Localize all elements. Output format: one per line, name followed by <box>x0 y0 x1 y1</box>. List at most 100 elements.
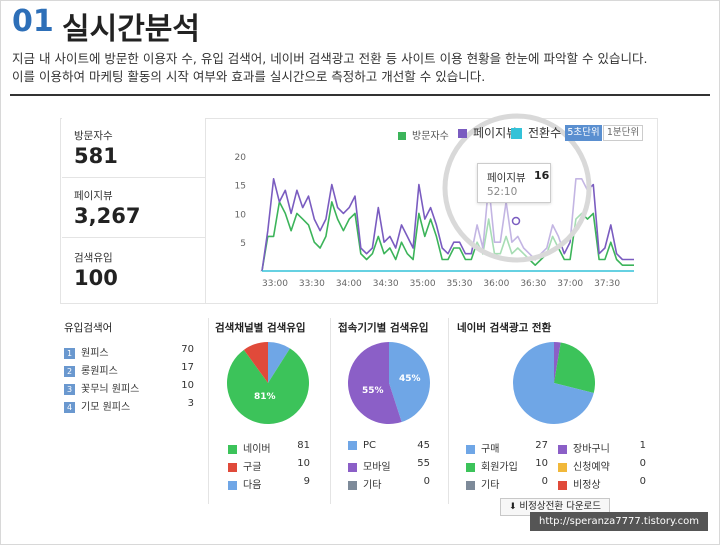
conversion-row: 비정상 <box>558 476 601 491</box>
channel-label: 다음 <box>243 480 262 491</box>
legend-conversions-label: 전환수 <box>528 126 562 140</box>
section-divider-2 <box>330 318 331 504</box>
rank-badge: 1 <box>64 347 75 359</box>
channels-title: 검색채널별 검색유입 <box>215 322 306 334</box>
keyword-term: 원피스 <box>81 348 109 359</box>
keyword-term: 꽃무늬 원피스 <box>81 384 140 395</box>
download-icon: ⬇ <box>508 502 520 512</box>
device-label: 모바일 <box>363 462 391 473</box>
channels-pie-label: 81% <box>254 392 276 402</box>
keyword-row[interactable]: 4 기모 원피스 <box>64 398 130 413</box>
device-row: 기타 <box>348 476 381 491</box>
page-title: 실시간분석 <box>62 12 200 47</box>
channel-swatch <box>228 444 237 454</box>
rank-badge: 3 <box>64 383 75 395</box>
conversion-row: 회원가입 <box>466 458 518 473</box>
unit-5s-button[interactable]: 5초단위 <box>565 125 602 141</box>
keyword-row[interactable]: 2 롱원피스 <box>64 362 118 377</box>
keyword-term: 기모 원피스 <box>81 402 131 413</box>
conversion-row: 구매 <box>466 440 499 455</box>
device-label: 기타 <box>363 480 382 491</box>
channel-row: 네이버 <box>228 440 271 455</box>
conversion-label: 구매 <box>481 444 500 455</box>
device-value: 45 <box>417 440 430 451</box>
channel-swatch <box>228 462 237 472</box>
chart-tooltip: 페이지뷰 16 52:10 <box>477 163 551 203</box>
section-divider-1 <box>208 318 209 504</box>
channel-row: 구글 <box>228 458 261 473</box>
channel-label: 구글 <box>243 462 262 473</box>
conversion-swatch <box>466 480 475 490</box>
stat-search-value: 100 <box>74 266 118 290</box>
watermark: http://speranza7777.tistory.com <box>530 512 708 531</box>
description-line-2: 이를 이용하여 마케팅 활동의 시작 여부와 효과를 실시간으로 측정하고 개선… <box>12 69 486 84</box>
description-line-1: 지금 내 사이트에 방문한 이용자 수, 유입 검색어, 네이버 검색광고 전환… <box>12 51 648 66</box>
device-swatch <box>348 440 357 450</box>
conversion-swatch <box>466 444 475 454</box>
tooltip-value: 16 <box>534 169 550 182</box>
conversion-label: 신청예약 <box>573 462 610 473</box>
conversion-value: 0 <box>639 458 646 469</box>
keyword-term: 롱원피스 <box>81 366 118 377</box>
channel-swatch <box>228 480 237 490</box>
channel-row: 다음 <box>228 476 261 491</box>
keyword-count: 17 <box>181 362 194 373</box>
conversion-value: 0 <box>541 476 548 487</box>
section-number: 01 <box>12 4 54 39</box>
keyword-row[interactable]: 3 꽃무늬 원피스 <box>64 380 139 395</box>
conversion-label: 장바구니 <box>573 444 610 455</box>
conversions-title: 네이버 검색광고 전환 <box>457 322 552 334</box>
conversion-value: 0 <box>639 476 646 487</box>
conversion-label: 비정상 <box>573 480 601 491</box>
download-abnormal-button[interactable]: ⬇ 비정상전환 다운로드 <box>500 498 610 516</box>
stat-pageviews: 페이지뷰 3,267 <box>62 178 205 238</box>
device-label: PC <box>363 440 377 451</box>
legend-visitors[interactable]: 방문자수 <box>398 127 449 142</box>
conversion-value: 27 <box>535 440 548 451</box>
legend-conversions[interactable]: 전환수 <box>511 124 561 141</box>
keyword-row[interactable]: 1 원피스 <box>64 344 109 359</box>
stat-visitors: 방문자수 581 <box>62 118 205 178</box>
legend-pageviews-label: 페이지뷰 <box>473 126 518 140</box>
rank-badge: 4 <box>64 401 75 413</box>
unit-1m-button[interactable]: 1분단위 <box>603 125 643 141</box>
legend-visitors-label: 방문자수 <box>412 131 449 142</box>
device-row: PC <box>348 440 376 451</box>
device-value: 55 <box>417 458 430 469</box>
devices-pie-label-pc: 45% <box>399 374 421 384</box>
section-divider-3 <box>448 318 449 504</box>
conversion-swatch <box>558 480 567 490</box>
visitors-swatch <box>398 132 406 140</box>
channel-value: 9 <box>303 476 310 487</box>
conversion-label: 기타 <box>481 480 500 491</box>
conversion-row: 장바구니 <box>558 440 610 455</box>
tooltip-label: 페이지뷰 <box>487 172 526 184</box>
stat-search-label: 검색유입 <box>74 252 113 264</box>
keywords-title: 유입검색어 <box>64 322 113 334</box>
stat-visitors-value: 581 <box>74 144 118 168</box>
devices-pie-label-mobile: 55% <box>362 386 384 396</box>
conversion-row: 기타 <box>466 476 499 491</box>
stat-visitors-label: 방문자수 <box>74 130 113 142</box>
header-divider <box>10 94 710 96</box>
device-swatch <box>348 480 357 490</box>
channel-label: 네이버 <box>243 444 271 455</box>
conversion-swatch <box>558 462 567 472</box>
pageviews-swatch <box>458 129 467 138</box>
conversions-swatch <box>511 128 522 139</box>
keyword-count: 10 <box>181 380 194 391</box>
conversion-value: 10 <box>535 458 548 469</box>
devices-title: 접속기기별 검색유입 <box>338 322 429 334</box>
conversion-label: 회원가입 <box>481 462 518 473</box>
keyword-count: 70 <box>181 344 194 355</box>
conversion-row: 신청예약 <box>558 458 610 473</box>
conversion-swatch <box>466 462 475 472</box>
tooltip-time: 52:10 <box>487 186 518 198</box>
legend-pageviews[interactable]: 페이지뷰 <box>458 124 517 141</box>
panel-divider <box>205 118 206 304</box>
conversion-value: 1 <box>639 440 646 451</box>
stat-pageviews-value: 3,267 <box>74 204 141 228</box>
stat-pageviews-label: 페이지뷰 <box>74 190 113 202</box>
conversion-swatch <box>558 444 567 454</box>
keyword-count: 3 <box>187 398 194 409</box>
